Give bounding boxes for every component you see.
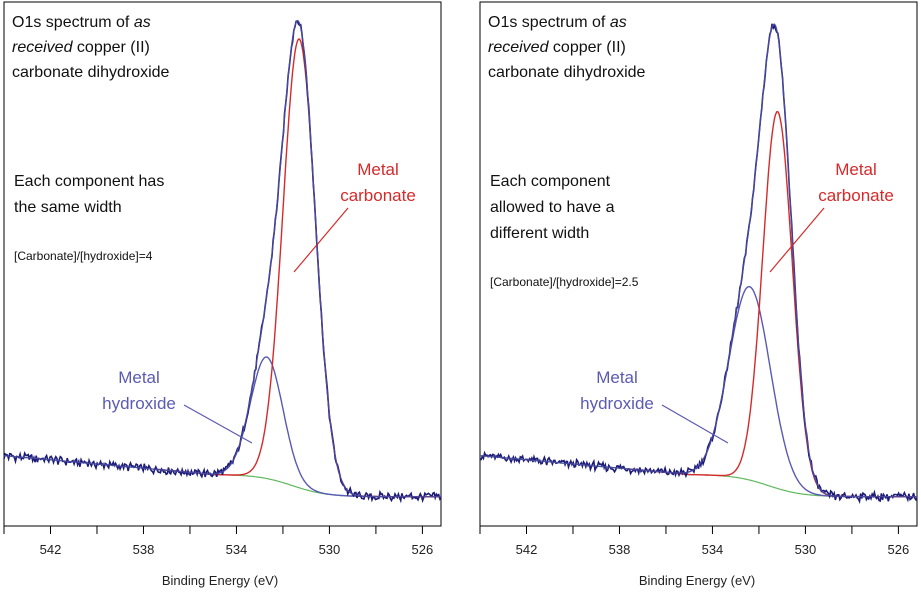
chart-title: O1s spectrum of as xyxy=(12,14,151,31)
spectrum-curves xyxy=(3,19,442,504)
x-axis: 542 538 534 530 526 xyxy=(3,526,434,557)
chart-title-line-2: received copper (II) xyxy=(488,39,626,56)
width-note-line-2: the same width xyxy=(14,199,122,216)
x-axis: 542 538 534 530 526 xyxy=(479,526,910,557)
x-tick-label: 538 xyxy=(133,542,155,557)
measured-spectrum-line xyxy=(479,23,918,504)
carbonate-annotation-line-2: carbonate xyxy=(818,186,894,205)
hydroxide-leader-line xyxy=(183,404,253,444)
plot-area-frame xyxy=(3,1,442,527)
spectrum-curves xyxy=(479,23,918,504)
chart-title-line-3: carbonate dihydroxide xyxy=(12,64,170,81)
carbonate-annotation-line-2: carbonate xyxy=(340,186,416,205)
carbonate-leader-line xyxy=(293,207,349,273)
x-tick-label: 542 xyxy=(516,542,538,557)
x-tick-label: 538 xyxy=(609,542,631,557)
hydroxide-annotation-line-1: Metal xyxy=(118,368,160,387)
x-axis-label: Binding Energy (eV) xyxy=(639,573,755,588)
hydroxide-leader-line xyxy=(661,404,729,444)
ratio-note: [Carbonate]/[hydroxide]=2.5 xyxy=(490,275,639,289)
chart-panel-different-width: O1s spectrum of as received copper (II) … xyxy=(479,1,918,588)
chart-title-line-3: carbonate dihydroxide xyxy=(488,64,646,81)
x-tick-label: 534 xyxy=(702,542,724,557)
x-tick-label: 542 xyxy=(40,542,62,557)
envelope-line xyxy=(3,20,441,498)
chart-title-line-2: received copper (II) xyxy=(12,39,150,56)
width-note-line-2: allowed to have a xyxy=(490,199,615,216)
hydroxide-annotation-line-2: hydroxide xyxy=(580,394,654,413)
chart-panel-same-width: O1s spectrum of as received copper (II) … xyxy=(3,1,442,588)
width-note-line-1: Each component xyxy=(490,173,611,190)
width-note-line-3: different width xyxy=(490,225,589,242)
envelope-line xyxy=(479,23,917,498)
chart-title: O1s spectrum of as xyxy=(488,14,627,31)
plot-area-frame xyxy=(479,1,918,527)
carbonate-annotation-line-1: Metal xyxy=(357,160,399,179)
x-tick-label: 526 xyxy=(888,542,910,557)
hydroxide-annotation-line-1: Metal xyxy=(596,368,638,387)
hydroxide-annotation-line-2: hydroxide xyxy=(102,394,176,413)
x-tick-label: 530 xyxy=(319,542,341,557)
x-tick-label: 530 xyxy=(795,542,817,557)
carbonate-leader-line xyxy=(769,207,825,273)
carbonate-annotation-line-1: Metal xyxy=(835,160,877,179)
ratio-note: [Carbonate]/[hydroxide]=4 xyxy=(14,249,153,263)
x-axis-label: Binding Energy (eV) xyxy=(162,573,278,588)
width-note-line-1: Each component has xyxy=(14,173,164,190)
x-tick-label: 534 xyxy=(226,542,248,557)
x-tick-label: 526 xyxy=(412,542,434,557)
